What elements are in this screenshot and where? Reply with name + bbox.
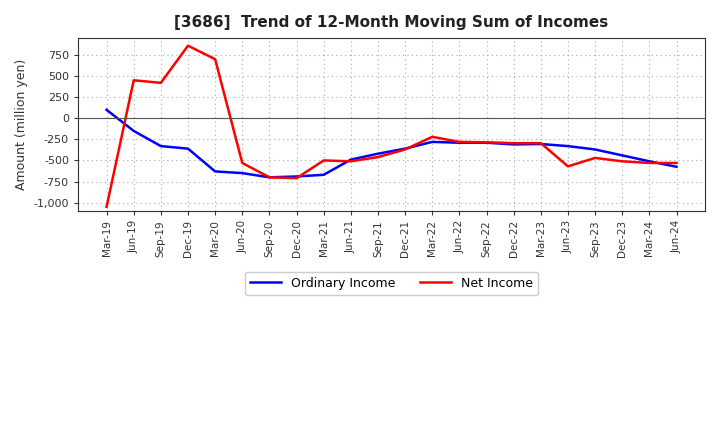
Ordinary Income — [238, 170, 246, 176]
Ordinary Income — [509, 142, 518, 147]
Ordinary Income — [346, 157, 355, 162]
Title: [3686]  Trend of 12-Month Moving Sum of Incomes: [3686] Trend of 12-Month Moving Sum of I… — [174, 15, 608, 30]
Ordinary Income — [184, 146, 192, 151]
Ordinary Income — [455, 140, 464, 145]
Net Income — [292, 176, 301, 181]
Net Income — [455, 139, 464, 144]
Line: Net Income: Net Income — [107, 46, 677, 207]
Net Income — [482, 139, 491, 145]
Net Income — [102, 204, 111, 209]
Ordinary Income — [536, 141, 545, 147]
Y-axis label: Amount (million yen): Amount (million yen) — [15, 59, 28, 190]
Ordinary Income — [645, 159, 654, 164]
Net Income — [374, 154, 382, 160]
Ordinary Income — [265, 175, 274, 180]
Net Income — [346, 159, 355, 164]
Net Income — [428, 134, 436, 139]
Ordinary Income — [130, 128, 138, 134]
Net Income — [184, 43, 192, 48]
Ordinary Income — [672, 164, 681, 169]
Net Income — [591, 155, 600, 161]
Ordinary Income — [428, 139, 436, 144]
Line: Ordinary Income: Ordinary Income — [107, 110, 677, 177]
Net Income — [265, 175, 274, 180]
Net Income — [211, 57, 220, 62]
Net Income — [401, 147, 410, 152]
Net Income — [645, 160, 654, 165]
Net Income — [564, 164, 572, 169]
Net Income — [672, 160, 681, 165]
Ordinary Income — [156, 143, 165, 149]
Net Income — [536, 140, 545, 146]
Ordinary Income — [618, 153, 626, 158]
Ordinary Income — [591, 147, 600, 152]
Ordinary Income — [292, 174, 301, 179]
Net Income — [156, 80, 165, 85]
Ordinary Income — [401, 146, 410, 151]
Ordinary Income — [482, 140, 491, 145]
Ordinary Income — [320, 172, 328, 177]
Ordinary Income — [211, 169, 220, 174]
Net Income — [238, 160, 246, 165]
Net Income — [509, 140, 518, 146]
Net Income — [130, 77, 138, 83]
Ordinary Income — [374, 151, 382, 156]
Legend: Ordinary Income, Net Income: Ordinary Income, Net Income — [245, 272, 539, 295]
Ordinary Income — [564, 143, 572, 149]
Ordinary Income — [102, 107, 111, 113]
Net Income — [320, 158, 328, 163]
Net Income — [618, 159, 626, 164]
